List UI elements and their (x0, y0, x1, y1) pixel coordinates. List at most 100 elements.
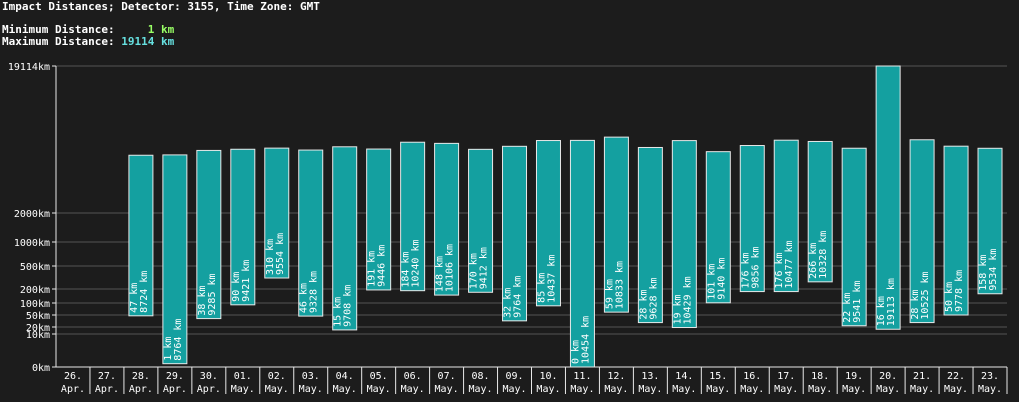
x-tick-label-day: 12. (607, 371, 625, 382)
x-tick-label-day: 03. (302, 371, 320, 382)
x-tick-label-day: 27. (98, 371, 116, 382)
y-tick-label: 19114km (8, 62, 50, 73)
min-distance-value: 1 km (147, 23, 175, 36)
x-tick-label-month: May. (435, 384, 459, 395)
bar-max-label: 9708 km (343, 285, 354, 327)
x-tick-label-month: May. (978, 384, 1002, 395)
bar-min-label: 158 km (978, 255, 989, 291)
x-tick-label-day: 16. (743, 371, 761, 382)
y-tick-label: 200km (20, 285, 50, 296)
distance-range-bar (128, 154, 154, 317)
x-tick-label-month: May. (638, 384, 662, 395)
x-tick-label-month: May. (876, 384, 900, 395)
x-tick-label-month: May. (808, 384, 832, 395)
x-tick-label-month: May. (265, 384, 289, 395)
bar-min-label: 85 km (536, 273, 547, 303)
distance-range-bar (671, 140, 697, 329)
distance-range-bar (569, 139, 595, 368)
bar-min-label: 38 km (197, 285, 208, 315)
distance-range-bar (603, 136, 629, 313)
x-tick-label-day: 08. (472, 371, 490, 382)
x-tick-label-month: May. (740, 384, 764, 395)
bar-max-label: 8764 km (173, 319, 184, 361)
distance-range-bar (196, 149, 222, 320)
bar-max-label: 9534 km (988, 249, 999, 291)
bar-max-label: 9140 km (716, 258, 727, 300)
bar-min-label: 176 km (740, 252, 751, 288)
distance-range-bar (264, 147, 290, 279)
bar-min-label: 1 km (163, 337, 174, 361)
bar-min-label: 191 km (367, 251, 378, 287)
x-tick-label-day: 17. (777, 371, 795, 382)
x-tick-label-day: 02. (268, 371, 286, 382)
x-tick-label-day: 23. (981, 371, 999, 382)
x-tick-label-month: May. (774, 384, 798, 395)
distance-range-bar (943, 145, 969, 316)
x-tick-labels: 26. Apr. 27. Apr. 28. Apr. 29. Apr. 30. Apr. 01. Ma… (61, 367, 1008, 395)
bar-min-label: 32 km (503, 288, 514, 318)
x-tick-label-day: 11. (573, 371, 591, 382)
x-tick-label-month: May. (842, 384, 866, 395)
distance-range-bar (841, 147, 867, 327)
x-tick-label-day: 05. (370, 371, 388, 382)
y-tick-label: 0km (32, 363, 50, 374)
bar-min-label: 28 km (910, 289, 921, 319)
bar-max-label: 9412 km (479, 247, 490, 289)
chart-header: Impact Distances; Detector: 3155, Time Z… (2, 1, 320, 48)
x-tick-label-month: May. (570, 384, 594, 395)
x-tick-label-month: May. (401, 384, 425, 395)
bar-max-label: 10477 km (784, 240, 795, 288)
bar-min-label: 176 km (774, 252, 785, 288)
max-distance-row: Maximum Distance: 19114 km (2, 36, 320, 48)
x-tick-label-day: 28. (132, 371, 150, 382)
bar-max-label: 9856 km (750, 246, 761, 288)
bar-max-label: 10106 km (445, 244, 456, 292)
bar-min-label: 170 km (469, 253, 480, 289)
bar-min-label: 46 km (299, 283, 310, 313)
x-tick-label-day: 22. (947, 371, 965, 382)
x-tick-label-day: 21. (913, 371, 931, 382)
x-tick-label-day: 26. (64, 371, 82, 382)
bar-min-label: 16 km (876, 296, 887, 326)
bar-max-label: 10429 km (682, 276, 693, 324)
bar-min-label: 148 km (435, 256, 446, 292)
x-tick-label-day: 04. (336, 371, 354, 382)
bar-max-label: 8724 km (139, 271, 150, 313)
bar-max-label: 10833 km (614, 261, 625, 309)
distance-range-bar (637, 146, 663, 324)
x-tick-label-month: May. (299, 384, 323, 395)
bar-max-label: 10437 km (546, 255, 557, 303)
x-tick-label-month: May. (469, 384, 493, 395)
bar-max-label: 9421 km (241, 260, 252, 302)
x-tick-label-month: May. (231, 384, 255, 395)
bar-min-label: 266 km (808, 243, 819, 279)
x-tick-label-day: 09. (505, 371, 523, 382)
y-tick-label: 10km (26, 330, 50, 341)
bar-max-label: 9764 km (513, 276, 524, 318)
y-tick-label: 1000km (14, 238, 50, 249)
distance-range-bar (977, 147, 1003, 295)
distance-range-bar (400, 141, 426, 292)
distance-range-bar (909, 139, 935, 324)
x-tick-label-day: 19. (845, 371, 863, 382)
bar-max-label: 9285 km (207, 273, 218, 315)
bar-min-label: 0 km (570, 340, 581, 364)
bar-min-label: 184 km (401, 252, 412, 288)
bar-max-label: 10454 km (580, 316, 591, 364)
bar-min-label: 47 km (129, 283, 140, 313)
bar-max-label: 9554 km (275, 233, 286, 275)
x-tick-label-day: 13. (641, 371, 659, 382)
bar-min-label: 22 km (842, 293, 853, 323)
bar-max-label: 9446 km (377, 245, 388, 287)
x-tick-label-day: 29. (166, 371, 184, 382)
max-distance-value: 19114 km (121, 35, 175, 48)
distance-range-bar (705, 151, 731, 304)
y-tick-label: 500km (20, 262, 50, 273)
x-tick-label-month: Apr. (61, 384, 85, 395)
distance-range-bar (502, 145, 528, 322)
x-tick-label-day: 07. (438, 371, 456, 382)
bar-min-label: 101 km (706, 264, 717, 300)
bar-min-label: 310 km (265, 239, 276, 275)
distance-range-bar (366, 148, 392, 291)
distance-range-bar (434, 142, 460, 296)
